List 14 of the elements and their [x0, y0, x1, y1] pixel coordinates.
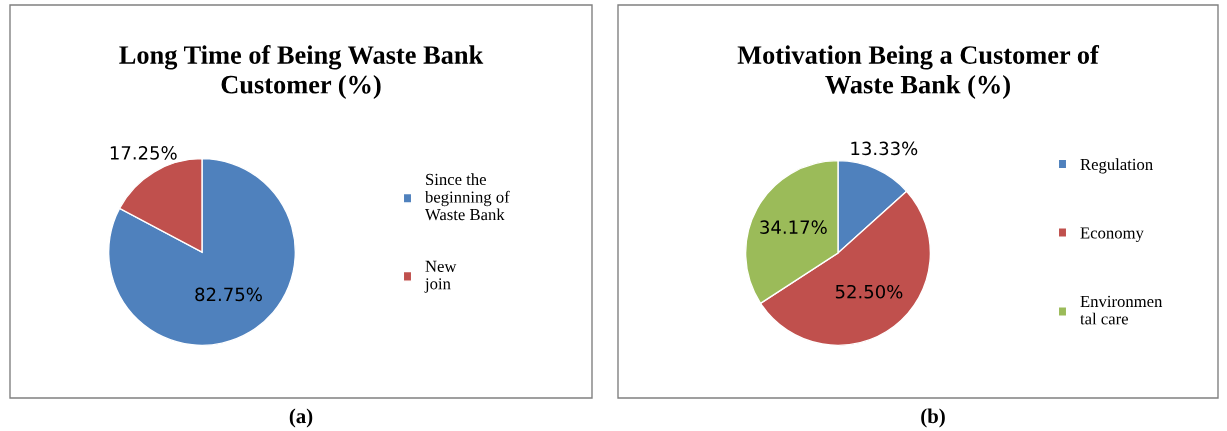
legend-label: Environmen tal care [1080, 295, 1163, 325]
data-label: 82.75% [195, 287, 262, 302]
chart-title: Long Time of Being Waste Bank Customer (%) [119, 45, 484, 99]
legend-label: Economy [1080, 227, 1144, 242]
text: (a) [289, 408, 313, 428]
data-label: 13.33% [851, 141, 918, 156]
data-label: 34.17% [760, 220, 827, 234]
legend-label: New join [424, 260, 457, 293]
legend-label: Regulation [1080, 158, 1153, 174]
chart-title: Motivation Being a Customer of Waste Bank (%) [737, 45, 1100, 99]
data-label: 17.25% [110, 146, 177, 160]
text: (b) [921, 408, 945, 428]
data-label: 52.50% [835, 284, 903, 299]
legend-label: Since the beginning of Waste Bank [425, 173, 510, 221]
